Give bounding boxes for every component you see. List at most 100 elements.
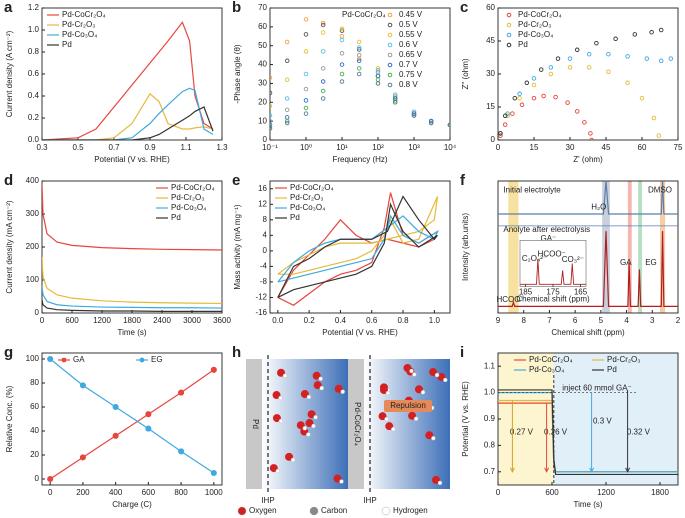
x-tick-label: 0.7: [108, 143, 120, 152]
marker: [510, 111, 515, 116]
plot-area: [498, 181, 678, 307]
y-tick-label: -4: [260, 262, 268, 271]
hydrogen-atom: [409, 368, 414, 374]
marker: [502, 122, 508, 127]
y-tick-label: 0: [263, 135, 268, 144]
marker: [502, 113, 508, 119]
panel-label: b: [232, 0, 241, 16]
x-tick-label: 10⁴: [444, 143, 457, 152]
x-tick-label: 0: [496, 143, 501, 152]
x-axis-label: Potential (V vs. RHE): [94, 155, 170, 164]
oxygen-atom: [429, 368, 438, 377]
marker: [519, 102, 525, 108]
annotation: 0.32 V: [627, 427, 651, 436]
legend-label: 0.6 V: [399, 40, 418, 49]
legend-marker: [387, 22, 393, 28]
x-tick-label: 0.9: [144, 143, 156, 152]
y-tick-label: 0.6: [28, 69, 40, 78]
plot-area: [47, 355, 217, 483]
legend-marker: [506, 32, 512, 38]
marker: [356, 71, 362, 77]
marker: [356, 45, 362, 50]
marker: [47, 475, 54, 483]
ihp-label: IHP: [261, 496, 274, 505]
marker: [320, 88, 326, 94]
x-tick-label: 600: [65, 316, 79, 325]
marker: [375, 73, 381, 79]
marker: [553, 94, 558, 100]
y-axis-label: Potential (V vs. RHE): [461, 381, 470, 457]
x-tick-label: 0.6: [366, 316, 378, 325]
marker: [270, 126, 273, 131]
plot-area: [42, 184, 222, 312]
x-tick-label: 2400: [153, 316, 171, 325]
marker: [567, 56, 573, 61]
marker: [210, 366, 217, 373]
x-tick-label: 3: [650, 316, 655, 325]
x-tick-label: 0: [496, 488, 501, 497]
x-tick-label: 1800: [651, 488, 669, 497]
y-tick-label: 40: [258, 60, 267, 69]
y-axis-label: Intensity (arb.units): [461, 213, 470, 281]
y-tick-label: 0.9: [484, 414, 496, 423]
plot-frame: [41, 352, 223, 486]
annotation: Anolyte after electrolysis: [503, 225, 590, 234]
legend-marker: [61, 357, 67, 363]
plot-area: [42, 21, 214, 140]
x-tick-label: 1200: [597, 488, 615, 497]
y-tick-label: 16: [258, 184, 267, 193]
marker: [284, 120, 290, 126]
legend-label: 0.45 V: [399, 10, 423, 19]
y-tick-label: 12: [258, 199, 267, 208]
marker: [303, 105, 309, 111]
y-tick-label: 300: [26, 209, 40, 218]
y-tick-label: 40: [30, 426, 39, 435]
series-line: [498, 231, 678, 307]
marker: [270, 113, 273, 118]
series-line: [49, 358, 215, 474]
marker: [320, 96, 326, 101]
marker: [356, 39, 362, 45]
series-line: [42, 87, 214, 140]
x-tick-label: 0.4: [335, 316, 347, 325]
oxygen-atom: [272, 414, 281, 423]
legend-label: Pd-CoCr₂O₄: [518, 10, 562, 19]
electrolyte: [364, 359, 450, 489]
y-tick-label: 8: [263, 215, 268, 224]
hydrogen-atom: [306, 432, 311, 437]
marker: [375, 81, 381, 86]
marker: [606, 69, 611, 75]
legend-marker: [387, 82, 393, 88]
x-tick-label: 800: [174, 488, 188, 497]
inset-tick-label: 175: [546, 288, 560, 297]
y-tick-label: 0.2: [28, 113, 40, 122]
legend-marker: [139, 357, 145, 363]
arrow-head: [544, 467, 550, 473]
oxygen-atom: [312, 371, 321, 380]
x-tick-label: 10³: [408, 143, 420, 152]
x-tick-label: 2: [676, 316, 681, 325]
x-tick-label: 3000: [183, 316, 201, 325]
inset-peak-label: C₂O₄²⁻: [522, 254, 547, 263]
marker: [270, 124, 273, 130]
legend-marker: [506, 42, 512, 48]
marker: [658, 27, 664, 33]
hydrogen-atom: [420, 390, 426, 395]
series-line: [42, 106, 214, 140]
legend-label: 0.75 V: [399, 70, 423, 79]
hydrogen-atom: [306, 394, 312, 400]
marker: [586, 65, 592, 70]
legend-label: Pd-Co₃O₄: [529, 365, 564, 374]
y-tick-label: 0.8: [28, 47, 40, 56]
legend-label: Pd: [171, 213, 181, 222]
marker: [284, 77, 290, 82]
hydrogen-atom: [302, 426, 307, 431]
marker: [284, 107, 290, 113]
marker: [392, 98, 398, 103]
annotation: HCOO⁻: [496, 295, 524, 304]
y-axis-label: Mass activity (mA mg⁻¹): [233, 204, 242, 289]
plot-frame: [269, 7, 451, 141]
y-tick-label: -8: [260, 277, 268, 286]
repulsion-box: [384, 400, 432, 412]
